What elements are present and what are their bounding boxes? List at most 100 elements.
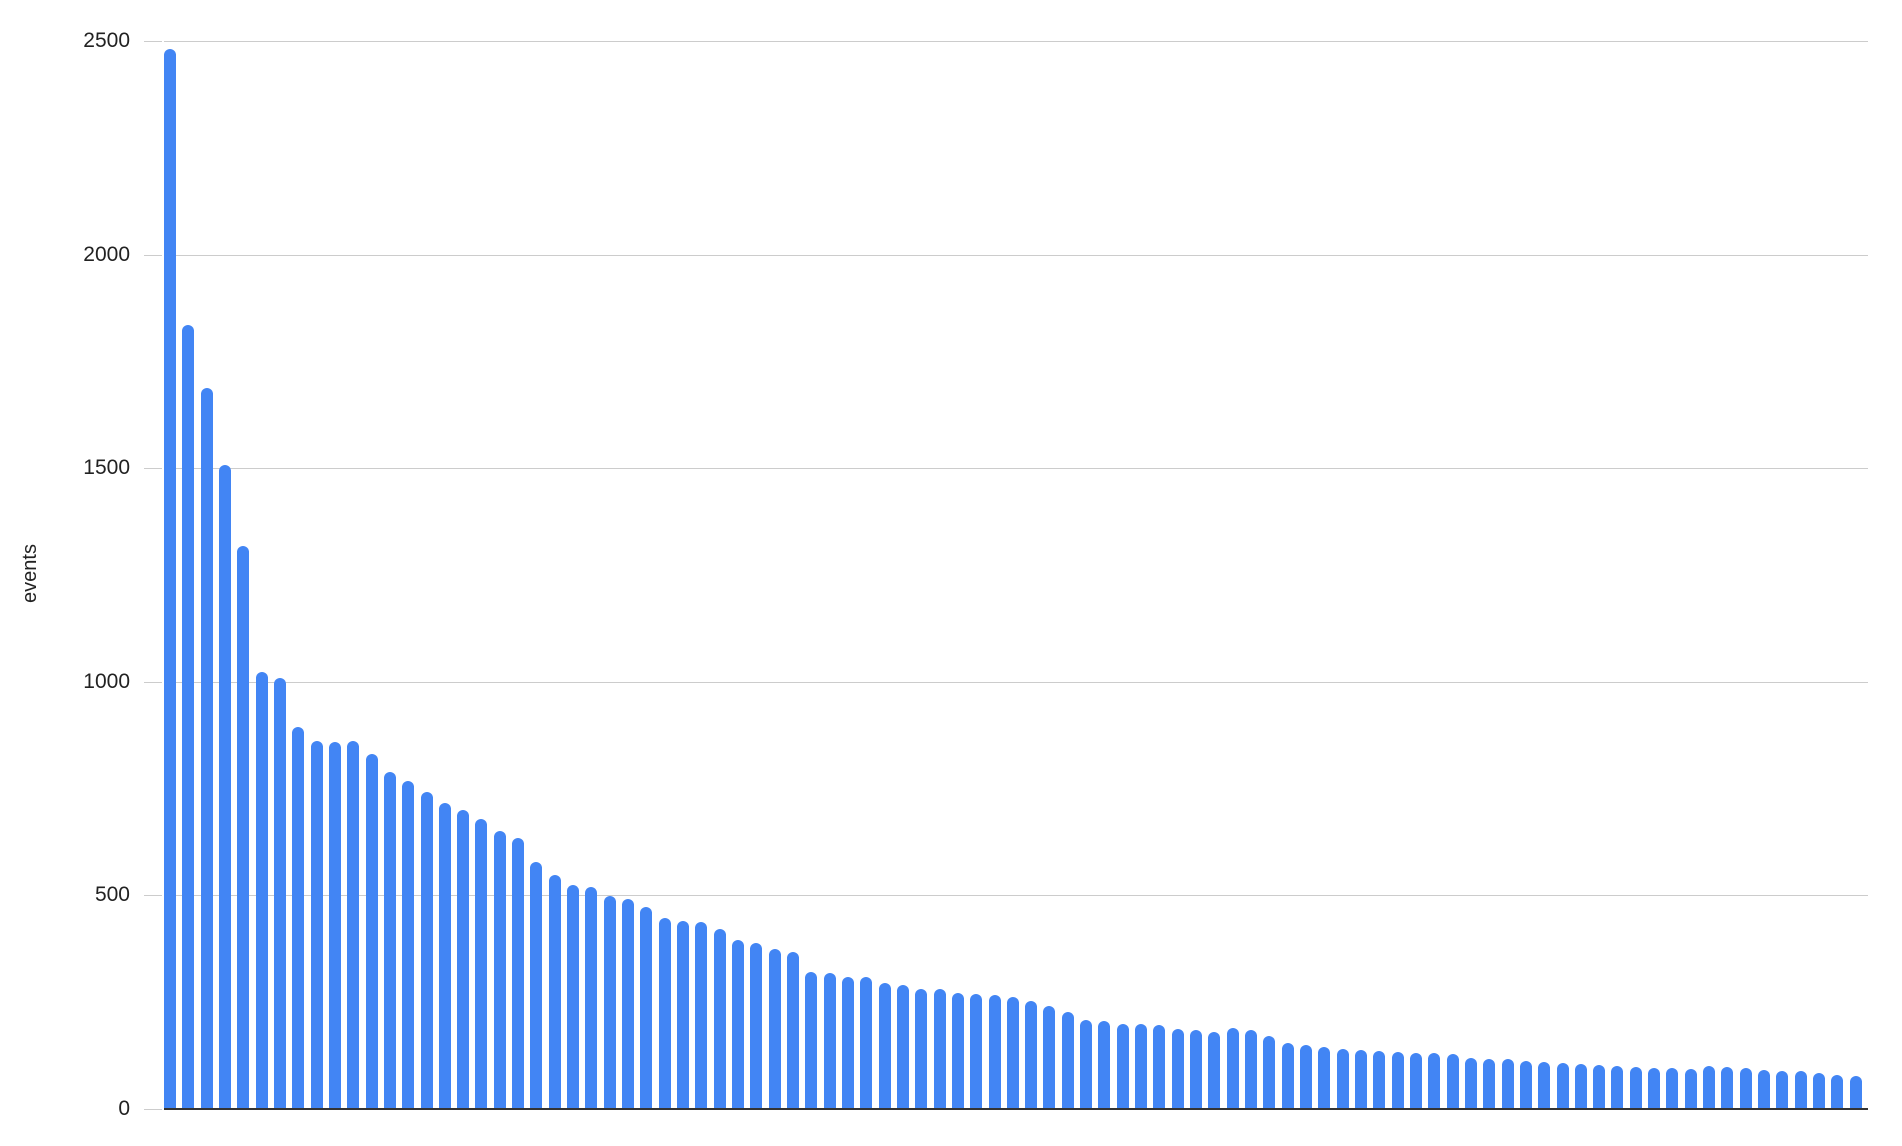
bar[interactable] [1776, 1070, 1789, 1109]
bar[interactable] [786, 951, 799, 1109]
bar[interactable] [310, 740, 323, 1109]
bar[interactable] [585, 886, 598, 1109]
bar[interactable] [328, 741, 341, 1109]
bar[interactable] [1684, 1068, 1697, 1109]
bar[interactable] [603, 896, 616, 1109]
bar[interactable] [182, 325, 195, 1109]
y-axis-tick-label: 1500 [83, 456, 130, 479]
bar[interactable] [218, 465, 231, 1109]
bar[interactable] [1501, 1058, 1514, 1109]
bar[interactable] [1464, 1057, 1477, 1109]
bar[interactable] [823, 973, 836, 1109]
bar[interactable] [1758, 1069, 1771, 1109]
bar[interactable] [1611, 1066, 1624, 1109]
bar[interactable] [951, 992, 964, 1109]
bar[interactable] [1574, 1063, 1587, 1109]
gridline [164, 895, 1868, 896]
bar[interactable] [970, 993, 983, 1109]
bar[interactable] [1006, 997, 1019, 1109]
bar[interactable] [475, 818, 488, 1109]
bar[interactable] [1849, 1075, 1862, 1109]
bar[interactable] [1813, 1073, 1826, 1109]
gridline [164, 255, 1868, 256]
bar[interactable] [1208, 1032, 1221, 1109]
bar[interactable] [292, 726, 305, 1109]
bar[interactable] [1409, 1052, 1422, 1109]
bar[interactable] [567, 884, 580, 1109]
bar[interactable] [750, 943, 763, 1109]
bar[interactable] [1739, 1068, 1752, 1109]
y-axis-tick-labels: 2500 2000 1500 1000 500 0 [0, 0, 130, 1146]
bar[interactable] [493, 831, 506, 1109]
bar[interactable] [1080, 1020, 1093, 1109]
bar[interactable] [1446, 1054, 1459, 1109]
bar[interactable] [1171, 1028, 1184, 1109]
bar[interactable] [1593, 1064, 1606, 1109]
bar[interactable] [713, 928, 726, 1109]
bar[interactable] [1831, 1074, 1844, 1109]
bar[interactable] [164, 48, 176, 1109]
bar[interactable] [1318, 1047, 1331, 1109]
bar[interactable] [1794, 1071, 1807, 1109]
bar[interactable] [732, 940, 744, 1109]
bar[interactable] [878, 982, 891, 1109]
bar[interactable] [1666, 1068, 1679, 1109]
y-axis-tick-label: 0 [118, 1097, 130, 1120]
bar[interactable] [1391, 1051, 1404, 1109]
bar[interactable] [1245, 1029, 1258, 1109]
bar[interactable] [1190, 1029, 1203, 1109]
bar[interactable] [383, 772, 396, 1109]
bar[interactable] [420, 792, 433, 1109]
bar[interactable] [1354, 1050, 1367, 1109]
y-axis-tick-label: 500 [94, 883, 130, 906]
bar[interactable] [896, 985, 909, 1109]
bar[interactable] [1519, 1061, 1532, 1109]
bar[interactable] [1336, 1049, 1349, 1109]
bar[interactable] [1721, 1067, 1734, 1109]
bar[interactable] [512, 837, 525, 1109]
bar[interactable] [768, 948, 781, 1109]
bar[interactable] [1483, 1058, 1496, 1109]
bar[interactable] [1629, 1067, 1642, 1109]
bar[interactable] [1025, 1000, 1038, 1109]
bar[interactable] [1226, 1027, 1239, 1109]
bar[interactable] [1043, 1006, 1056, 1109]
bar[interactable] [860, 977, 873, 1109]
bar[interactable] [933, 989, 946, 1109]
bar[interactable] [200, 387, 213, 1109]
bar[interactable] [640, 907, 653, 1109]
bar[interactable] [1153, 1025, 1166, 1109]
bar[interactable] [457, 809, 470, 1109]
bar[interactable] [237, 545, 250, 1109]
bar[interactable] [1373, 1050, 1386, 1109]
bar[interactable] [1428, 1053, 1441, 1109]
bar[interactable] [1556, 1062, 1569, 1109]
bar[interactable] [1263, 1035, 1276, 1109]
bar[interactable] [347, 740, 360, 1109]
bar[interactable] [1116, 1023, 1129, 1109]
bar[interactable] [677, 921, 690, 1109]
bar[interactable] [1281, 1043, 1294, 1109]
bar[interactable] [695, 921, 708, 1109]
bar[interactable] [658, 917, 671, 1109]
bar[interactable] [1703, 1066, 1716, 1109]
bar[interactable] [622, 898, 635, 1109]
bar[interactable] [255, 672, 268, 1109]
bar[interactable] [1098, 1021, 1111, 1109]
bar[interactable] [805, 972, 818, 1109]
bar[interactable] [1300, 1044, 1312, 1109]
bar[interactable] [915, 988, 928, 1109]
bar[interactable] [273, 678, 286, 1109]
bar[interactable] [438, 803, 451, 1109]
bar[interactable] [841, 976, 854, 1109]
bar[interactable] [988, 994, 1001, 1109]
bar[interactable] [402, 780, 415, 1109]
bar[interactable] [548, 874, 561, 1109]
y-axis-tick-label: 2000 [83, 243, 130, 266]
bar[interactable] [1538, 1062, 1551, 1109]
bar[interactable] [530, 862, 543, 1109]
bar[interactable] [1135, 1024, 1148, 1109]
bar[interactable] [1061, 1011, 1074, 1109]
bar[interactable] [1648, 1068, 1661, 1109]
bar[interactable] [365, 754, 378, 1109]
